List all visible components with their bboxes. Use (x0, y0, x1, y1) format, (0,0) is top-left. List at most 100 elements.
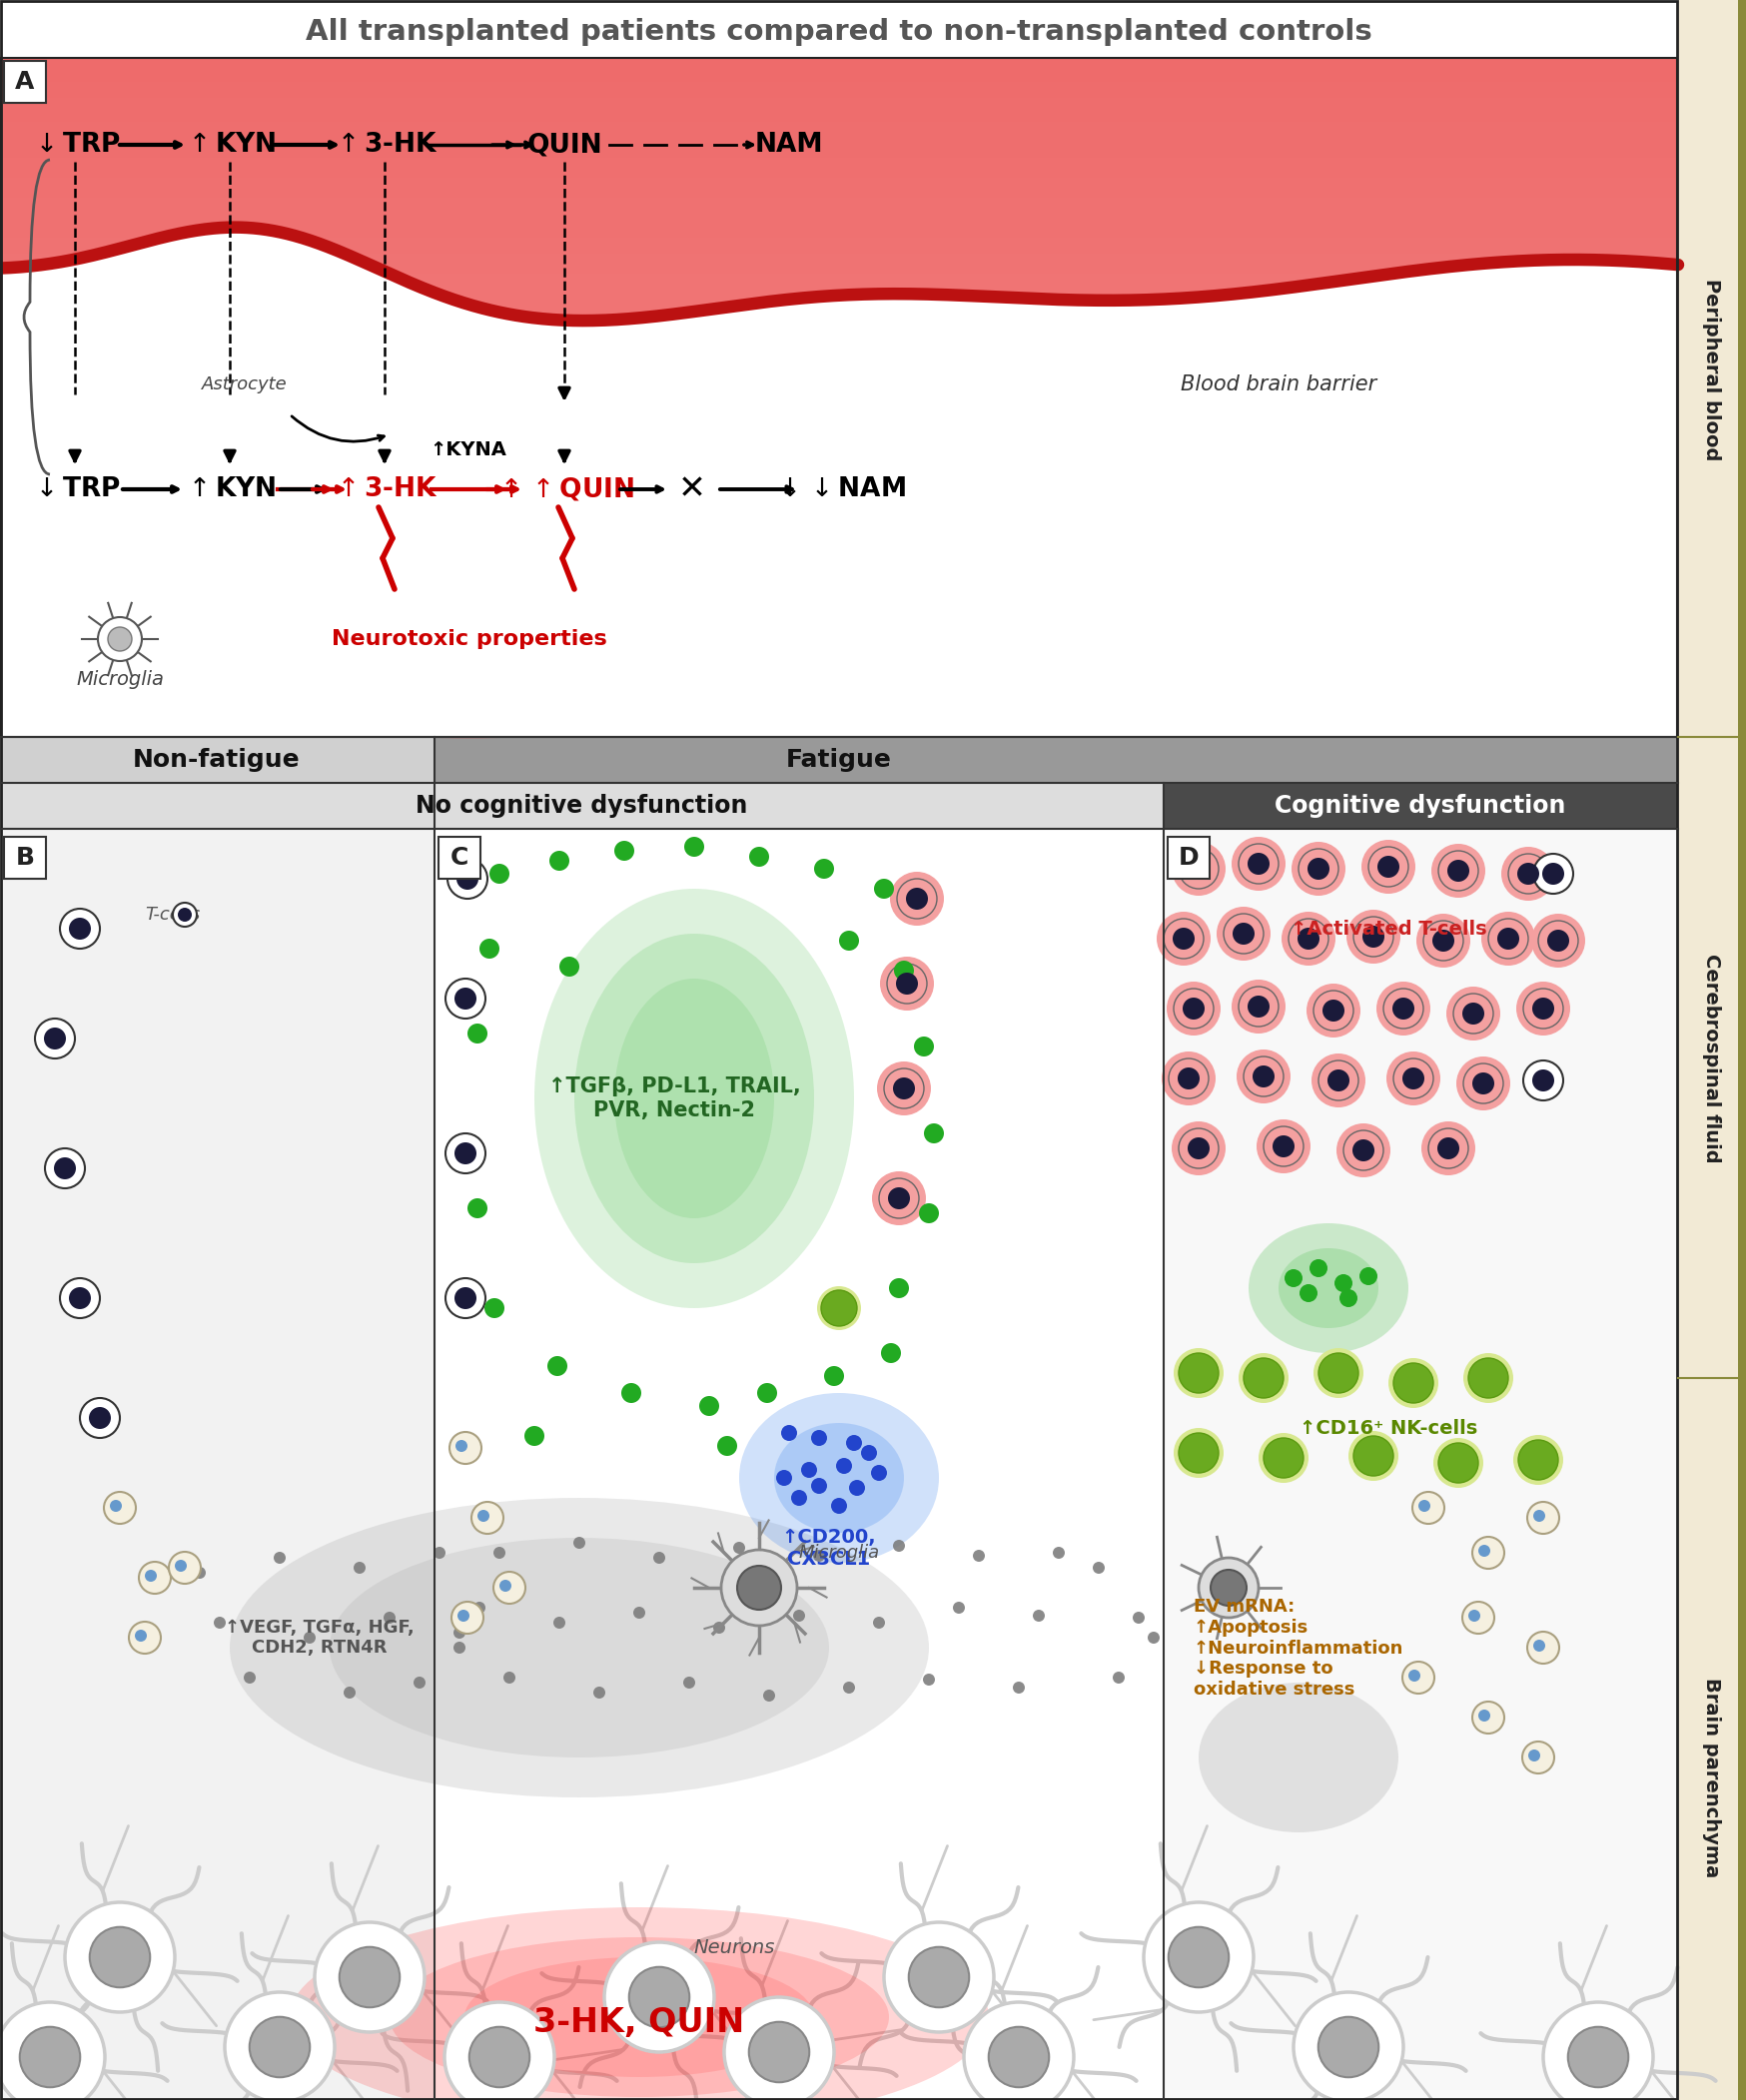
Circle shape (59, 909, 100, 949)
Circle shape (54, 1157, 75, 1180)
Circle shape (1533, 997, 1554, 1018)
Circle shape (1053, 1548, 1065, 1558)
Text: Blood brain barrier: Blood brain barrier (1180, 374, 1376, 395)
Circle shape (1479, 1709, 1491, 1722)
Circle shape (225, 1993, 335, 2100)
FancyBboxPatch shape (0, 218, 1678, 223)
Circle shape (883, 1922, 993, 2033)
FancyBboxPatch shape (0, 105, 1678, 109)
Circle shape (908, 1947, 969, 2008)
Circle shape (1231, 836, 1285, 890)
Circle shape (988, 2026, 1049, 2087)
FancyBboxPatch shape (438, 836, 480, 878)
Ellipse shape (337, 569, 601, 689)
Circle shape (1528, 1632, 1559, 1663)
Ellipse shape (615, 979, 773, 1218)
Circle shape (194, 1567, 206, 1579)
Circle shape (1217, 907, 1271, 960)
Ellipse shape (773, 1424, 904, 1533)
Circle shape (725, 1997, 835, 2100)
Circle shape (274, 1552, 286, 1564)
Ellipse shape (283, 544, 656, 714)
Circle shape (1353, 1436, 1393, 1476)
Text: $\uparrow$KYN: $\uparrow$KYN (183, 132, 276, 158)
Circle shape (1447, 859, 1470, 882)
Circle shape (494, 1548, 505, 1558)
Circle shape (213, 1617, 225, 1630)
Text: Microglia: Microglia (798, 1543, 880, 1562)
Circle shape (1161, 1052, 1215, 1105)
Circle shape (134, 1630, 147, 1642)
Circle shape (1416, 913, 1470, 968)
Circle shape (1252, 1065, 1275, 1088)
Circle shape (1264, 1438, 1304, 1478)
FancyBboxPatch shape (0, 162, 1678, 166)
Circle shape (1533, 1510, 1545, 1522)
Circle shape (1236, 1050, 1290, 1102)
Circle shape (1163, 918, 1203, 958)
Text: D: D (1179, 846, 1200, 869)
Ellipse shape (290, 1907, 988, 2100)
FancyBboxPatch shape (0, 250, 1678, 254)
Circle shape (1413, 1491, 1444, 1525)
FancyBboxPatch shape (0, 179, 1678, 183)
FancyBboxPatch shape (0, 170, 1678, 174)
Circle shape (1538, 920, 1578, 960)
Circle shape (1187, 857, 1210, 880)
FancyBboxPatch shape (0, 94, 1678, 99)
Circle shape (1502, 846, 1556, 901)
Circle shape (477, 1510, 489, 1522)
Circle shape (615, 840, 634, 861)
Circle shape (634, 1606, 646, 1619)
FancyBboxPatch shape (0, 225, 1678, 229)
Circle shape (737, 1567, 780, 1611)
Circle shape (1285, 1268, 1303, 1287)
Circle shape (733, 1541, 746, 1554)
Circle shape (1360, 1266, 1378, 1285)
Circle shape (861, 1445, 876, 1462)
Circle shape (1432, 930, 1454, 951)
Circle shape (817, 1285, 861, 1329)
FancyBboxPatch shape (0, 197, 1678, 202)
Ellipse shape (389, 1936, 889, 2098)
Circle shape (473, 1602, 485, 1613)
Circle shape (749, 2022, 810, 2083)
Circle shape (1257, 1119, 1311, 1174)
Circle shape (1468, 1359, 1509, 1399)
Text: $\uparrow$KYN: $\uparrow$KYN (183, 477, 276, 502)
Circle shape (1273, 1136, 1294, 1157)
FancyBboxPatch shape (0, 246, 1678, 250)
Circle shape (1179, 1128, 1219, 1168)
Circle shape (758, 1384, 777, 1403)
Circle shape (178, 907, 192, 922)
Text: ↑CD200,
CX3CL1: ↑CD200, CX3CL1 (782, 1529, 876, 1569)
Circle shape (470, 2026, 529, 2087)
Circle shape (683, 1676, 695, 1688)
Circle shape (1231, 979, 1285, 1033)
Circle shape (524, 1426, 545, 1447)
FancyBboxPatch shape (0, 90, 1678, 94)
Circle shape (684, 836, 704, 857)
Circle shape (812, 1430, 828, 1447)
Circle shape (449, 1432, 482, 1464)
Circle shape (314, 1922, 424, 2033)
Circle shape (1173, 989, 1213, 1029)
Circle shape (1509, 855, 1549, 895)
Circle shape (1248, 995, 1269, 1018)
Circle shape (1308, 857, 1329, 880)
Circle shape (847, 1434, 863, 1451)
Circle shape (653, 1552, 665, 1564)
Text: ↑KYNA: ↑KYNA (430, 439, 506, 458)
Circle shape (1433, 1438, 1484, 1489)
Circle shape (840, 930, 859, 951)
Circle shape (1346, 909, 1400, 964)
Circle shape (1311, 1054, 1365, 1107)
FancyBboxPatch shape (1737, 0, 1746, 2100)
Circle shape (1318, 1060, 1358, 1100)
FancyBboxPatch shape (0, 0, 1678, 59)
Circle shape (849, 1480, 864, 1495)
Circle shape (1172, 842, 1226, 897)
FancyBboxPatch shape (0, 65, 1678, 69)
Circle shape (1423, 920, 1463, 960)
FancyBboxPatch shape (0, 134, 1678, 139)
